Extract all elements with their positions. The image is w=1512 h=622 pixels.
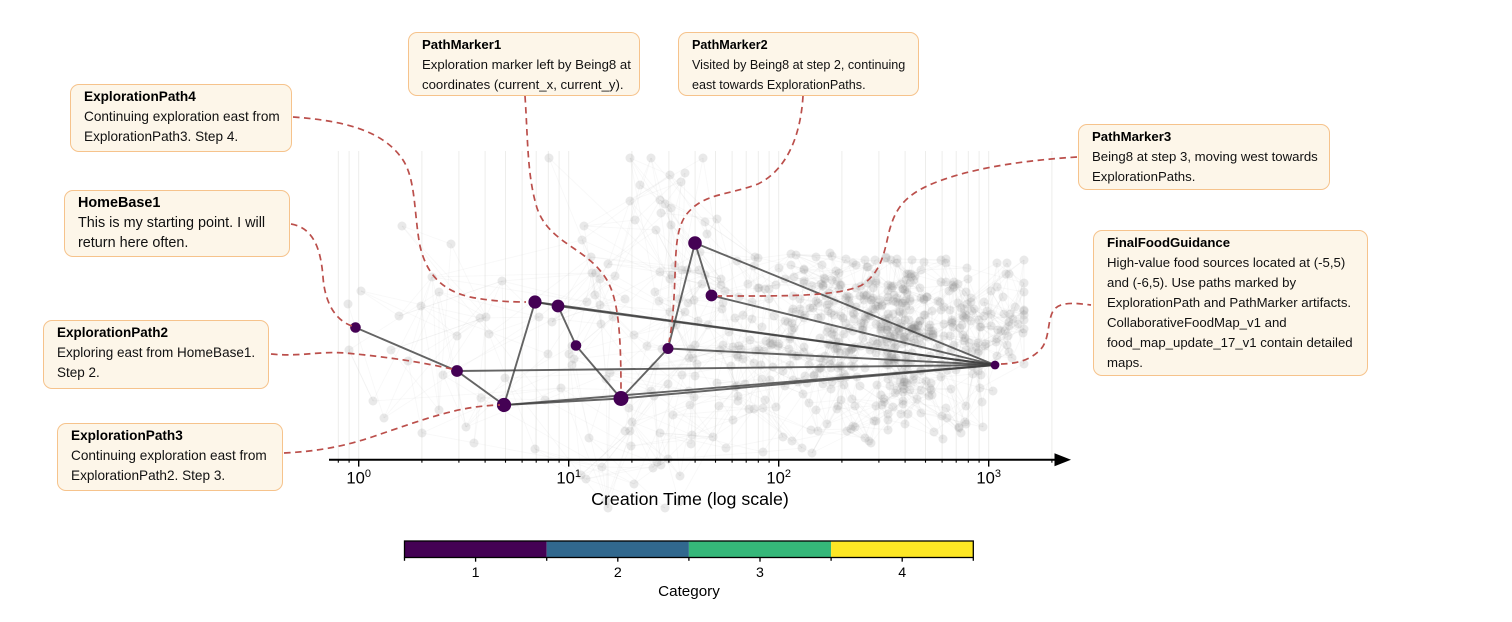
svg-text:100: 100 [346,468,371,488]
svg-text:Category: Category [658,583,720,600]
svg-text:3: 3 [756,565,764,581]
svg-text:1: 1 [472,565,480,581]
svg-text:102: 102 [766,468,791,488]
svg-text:4: 4 [898,565,906,581]
svg-text:101: 101 [556,468,581,488]
svg-text:103: 103 [976,468,1001,488]
svg-text:Creation Time (log scale): Creation Time (log scale) [591,489,789,509]
svg-text:2: 2 [614,565,622,581]
